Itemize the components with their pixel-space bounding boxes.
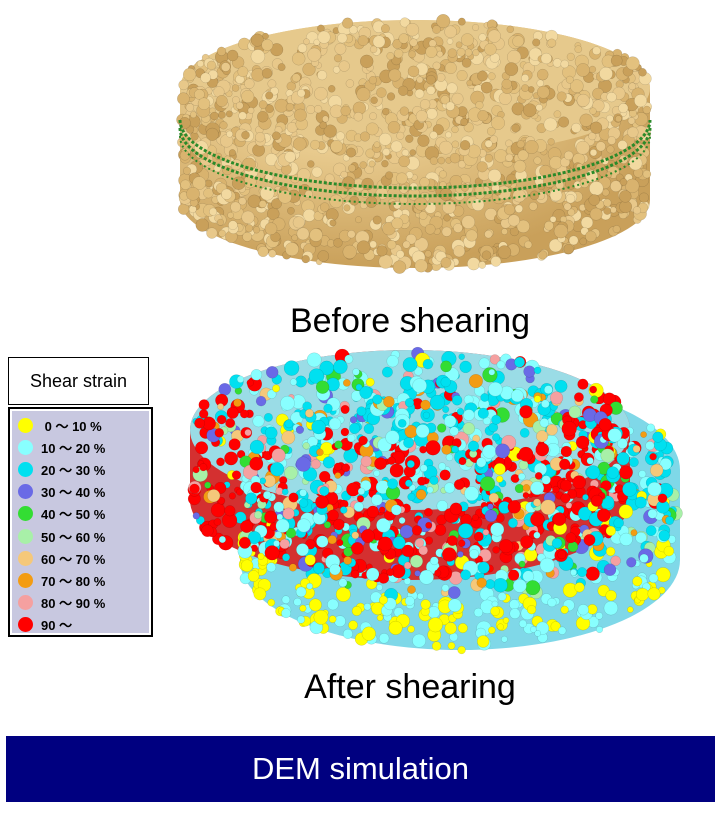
legend-item: 70 ～ 80 % [18, 569, 151, 591]
legend-item-label: 40 ～ 50 % [41, 507, 106, 523]
legend-item-label: 30 ～ 40 % [41, 485, 106, 501]
legend-color-dot [18, 617, 33, 633]
legend-item: 80 ～ 90 % [18, 592, 151, 614]
legend-item-label: 10 ～ 20 % [41, 440, 106, 456]
legend-color-dot [18, 550, 33, 566]
legend-item-label: 70 ～ 80 % [41, 573, 106, 589]
legend-item: 30 ～ 40 % [18, 481, 151, 503]
before-shearing-specimen [176, 14, 653, 274]
legend-item: 10 ～ 20 % [18, 436, 151, 458]
before-shearing-caption: Before shearing [289, 302, 531, 340]
legend-item-label: 90 ～ [41, 618, 73, 634]
legend-item: 90 ～ [18, 614, 151, 636]
legend-item-label: 20 ～ 30 % [41, 462, 106, 478]
dem-simulation-banner: DEM simulation [6, 736, 715, 802]
legend-color-dot [18, 484, 33, 500]
legend-item-label: 60 ～ 70 % [41, 551, 106, 567]
legend-item: 60 ～ 70 % [18, 547, 151, 569]
legend-color-dot [18, 417, 33, 433]
legend-color-dot [18, 595, 33, 611]
after-shearing-caption: After shearing [304, 668, 516, 706]
legend-item-label: 50 ～ 60 % [41, 529, 106, 545]
legend-color-dot [18, 572, 33, 588]
legend-item: 0 ～ 10 % [18, 414, 151, 436]
after-shearing-specimen [187, 346, 683, 655]
legend-item: 50 ～ 60 % [18, 525, 151, 547]
legend-color-dot [18, 506, 33, 522]
legend-item: 40 ～ 50 % [18, 503, 151, 525]
legend-item-label: 0 ～ 10 % [41, 418, 102, 434]
legend-color-dot [18, 528, 33, 544]
shear-strain-legend: 0 ～ 10 % 10 ～ 20 % 20 ～ 30 % 30 ～ 40 % 40 ～ … [8, 407, 153, 637]
legend-color-dot [18, 439, 33, 455]
legend-item: 20 ～ 30 % [18, 458, 151, 480]
legend-title: Shear strain [8, 357, 149, 405]
legend-color-dot [18, 461, 33, 477]
legend-item-label: 80 ～ 90 % [41, 596, 106, 612]
